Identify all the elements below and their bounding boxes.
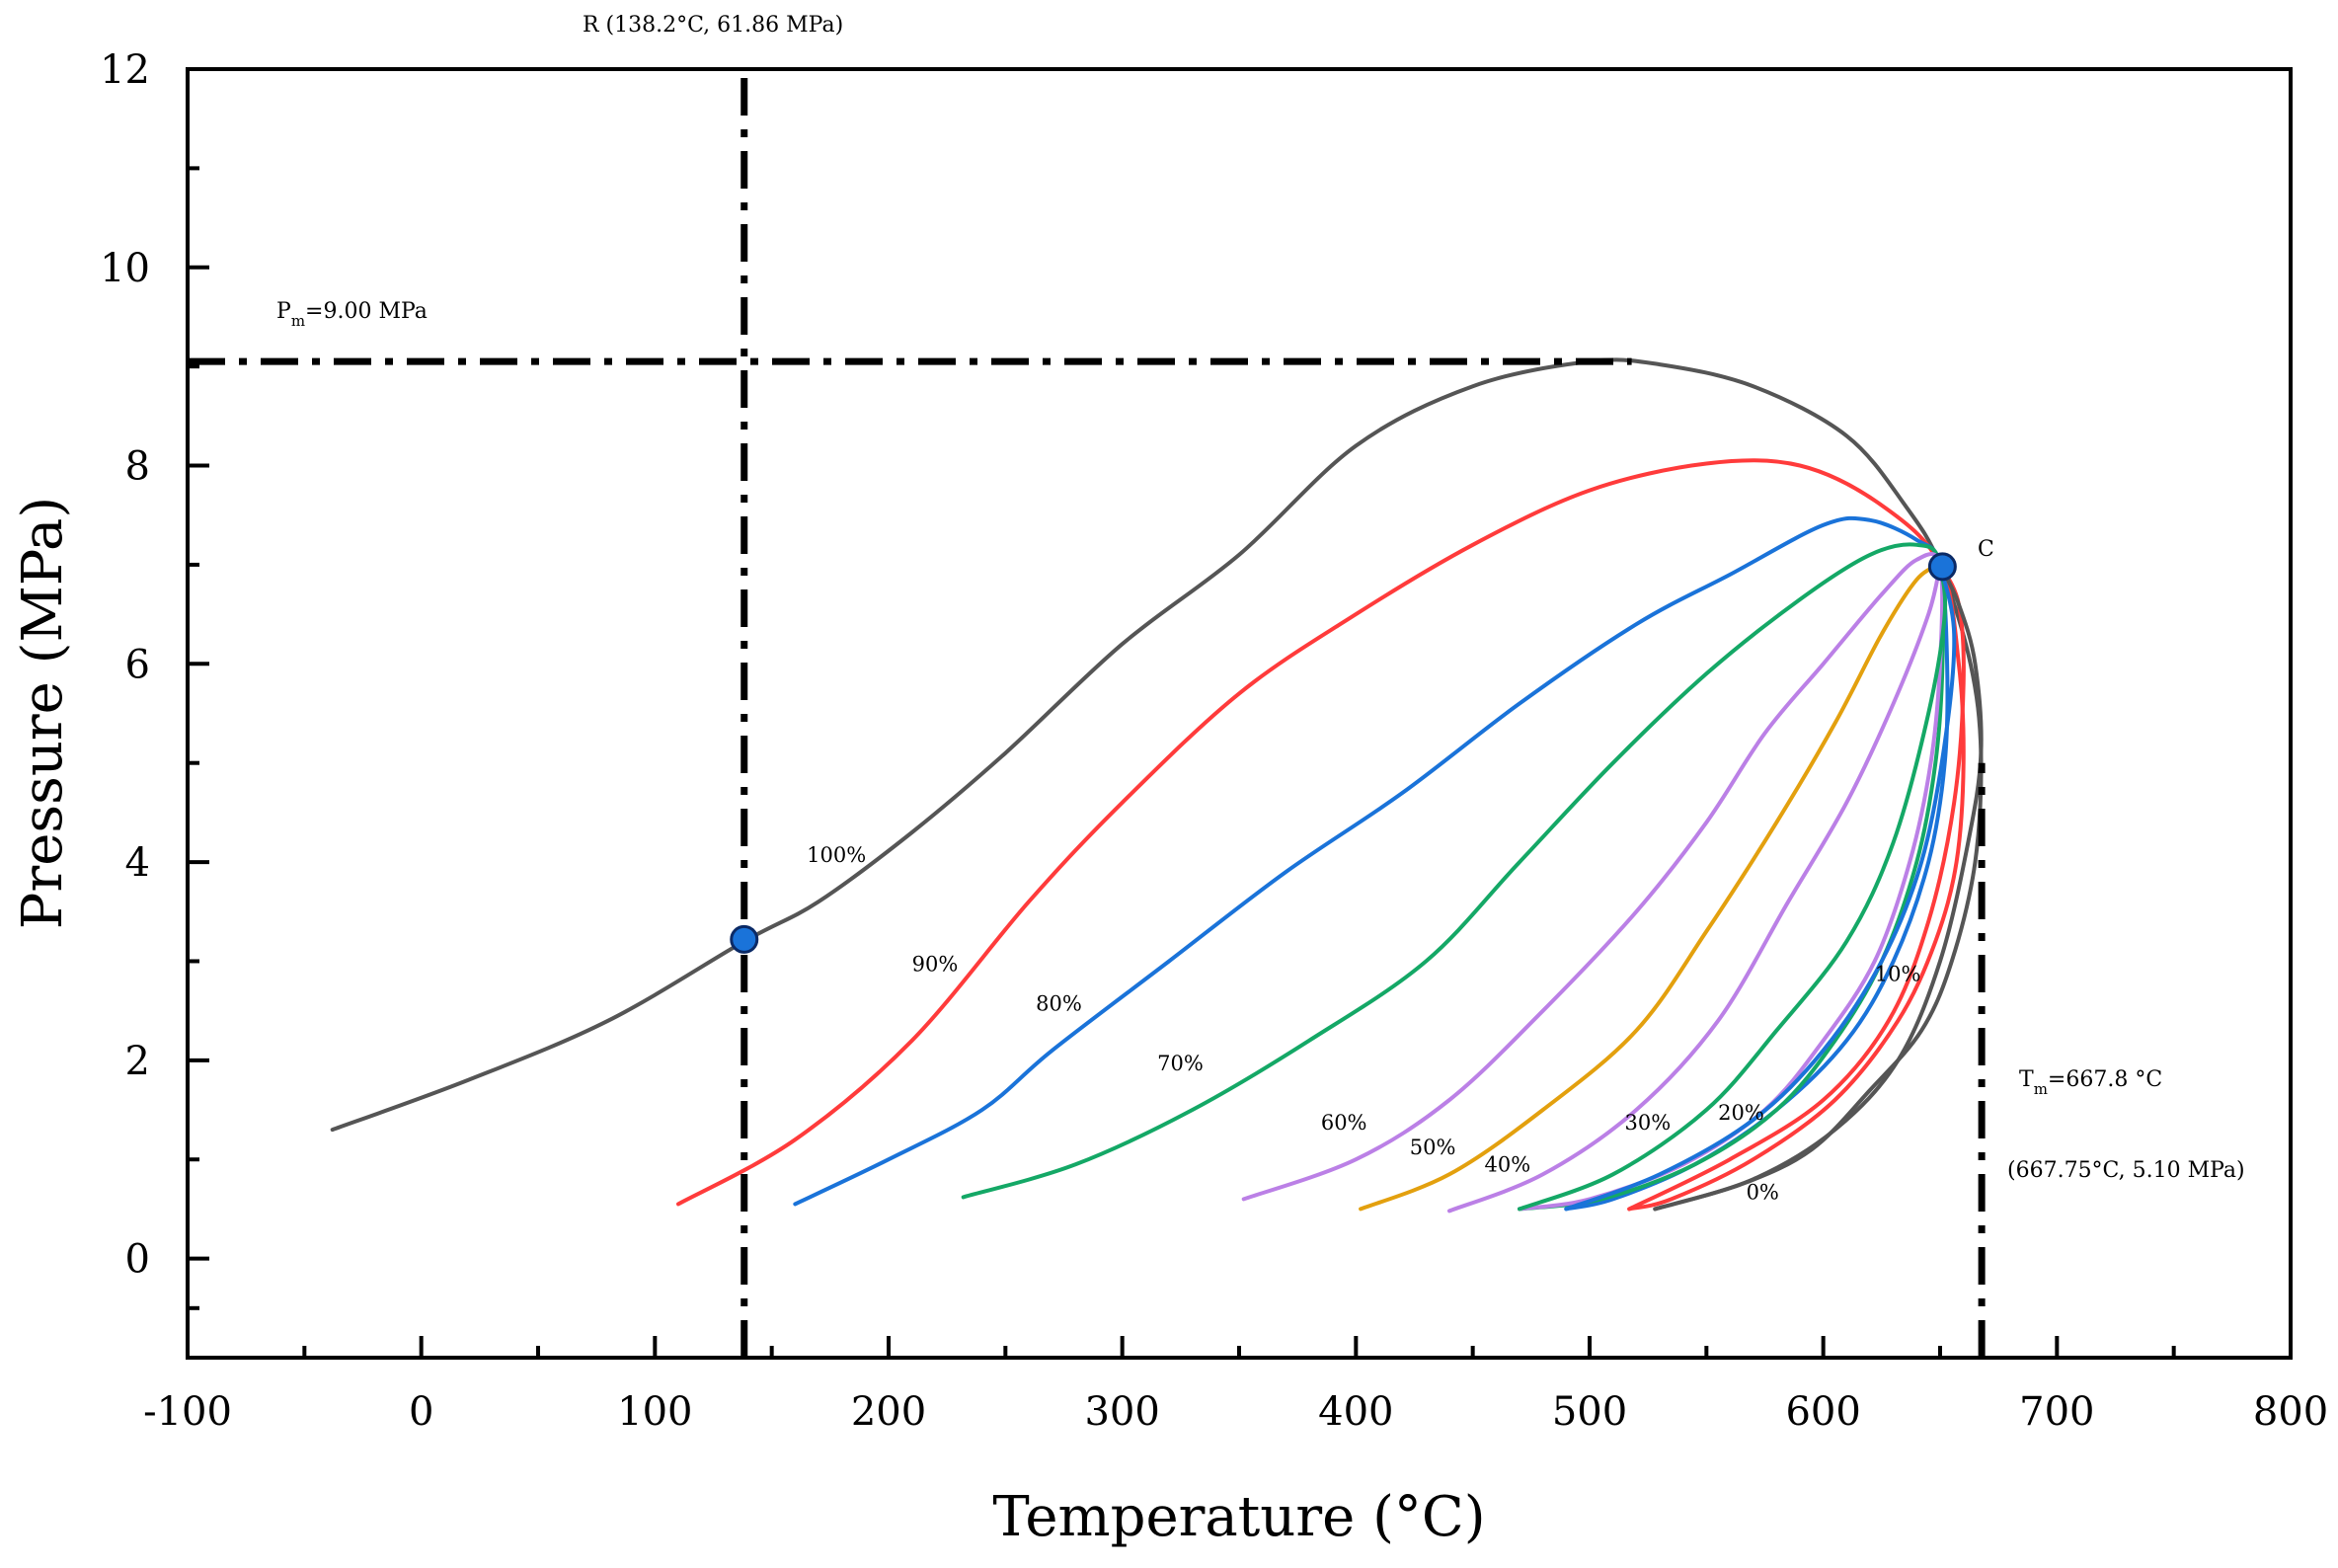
curve-100pct bbox=[330, 357, 1984, 1212]
curve-label-20pct: 20% bbox=[1718, 1101, 1764, 1125]
y-tick-label: 6 bbox=[125, 642, 150, 687]
y-axis-ticks: 0 2 4 6 8 10 12 bbox=[100, 47, 209, 1310]
t-point-label: (667.75°C, 5.10 MPa) bbox=[2007, 1158, 2245, 1183]
curve-40pct bbox=[1447, 562, 1942, 1214]
y-tick-label: 2 bbox=[125, 1039, 150, 1084]
y-tick-label: 0 bbox=[125, 1237, 150, 1283]
t-max-label: Tm=667.8 °C bbox=[2019, 1067, 2162, 1098]
y-tick-label: 8 bbox=[125, 444, 150, 490]
x-tick-label: 500 bbox=[1552, 1389, 1627, 1435]
curve-70pct bbox=[961, 542, 1946, 1212]
curve-label-40pct: 40% bbox=[1485, 1152, 1531, 1176]
curve-label-90pct: 90% bbox=[912, 953, 959, 977]
x-tick-label: 100 bbox=[617, 1389, 692, 1435]
y-tick-label: 4 bbox=[125, 840, 150, 886]
curve-label-80pct: 80% bbox=[1036, 992, 1082, 1016]
point-c-marker bbox=[1927, 552, 1957, 582]
curve-80pct bbox=[793, 515, 1950, 1212]
curve-label-60pct: 60% bbox=[1321, 1111, 1367, 1135]
y-tick-label: 10 bbox=[100, 246, 150, 291]
point-r-marker bbox=[730, 924, 759, 954]
curve-20pct bbox=[1564, 562, 1957, 1212]
curve-30pct bbox=[1518, 562, 1948, 1212]
data-markers bbox=[730, 552, 1957, 954]
curve-label-10pct: 10% bbox=[1875, 963, 1921, 986]
phase-envelope-curves bbox=[330, 357, 1984, 1214]
r-point-label: R (138.2°C, 61.86 MPa) bbox=[583, 13, 843, 38]
curve-label-30pct: 30% bbox=[1625, 1111, 1672, 1135]
curve-label-70pct: 70% bbox=[1157, 1052, 1204, 1075]
curve-50pct bbox=[1359, 562, 1942, 1212]
curve-label-50pct: 50% bbox=[1410, 1136, 1456, 1159]
x-tick-label: 700 bbox=[2019, 1389, 2094, 1435]
c-point-label: C bbox=[1978, 537, 1994, 562]
x-tick-label: 800 bbox=[2253, 1389, 2328, 1435]
p-max-label: Pm=9.00 MPa bbox=[276, 299, 428, 330]
curve-90pct bbox=[676, 458, 1966, 1212]
x-tick-label: -100 bbox=[143, 1389, 232, 1435]
x-tick-label: 400 bbox=[1318, 1389, 1393, 1435]
x-axis-title: Temperature (°C) bbox=[992, 1485, 1485, 1549]
curve-10pct bbox=[1627, 562, 1966, 1212]
curve-labels: 100% 90% 80% 70% 60% 50% 40% 30% 20% 10% 0% bbox=[807, 843, 1920, 1204]
curve-0pct bbox=[1653, 562, 1984, 1212]
x-tick-label: 300 bbox=[1084, 1389, 1159, 1435]
x-tick-label: 0 bbox=[409, 1389, 433, 1435]
x-tick-label: 200 bbox=[851, 1389, 926, 1435]
curve-label-0pct: 0% bbox=[1747, 1180, 1779, 1204]
reference-lines bbox=[188, 69, 1986, 1358]
y-axis-title: Pressure (MPa) bbox=[11, 497, 75, 929]
x-tick-label: 600 bbox=[1785, 1389, 1860, 1435]
x-axis-ticks: -100 0 100 200 300 400 500 600 700 800 bbox=[143, 1336, 2328, 1435]
curve-label-100pct: 100% bbox=[807, 843, 866, 867]
y-tick-label: 12 bbox=[100, 47, 150, 93]
